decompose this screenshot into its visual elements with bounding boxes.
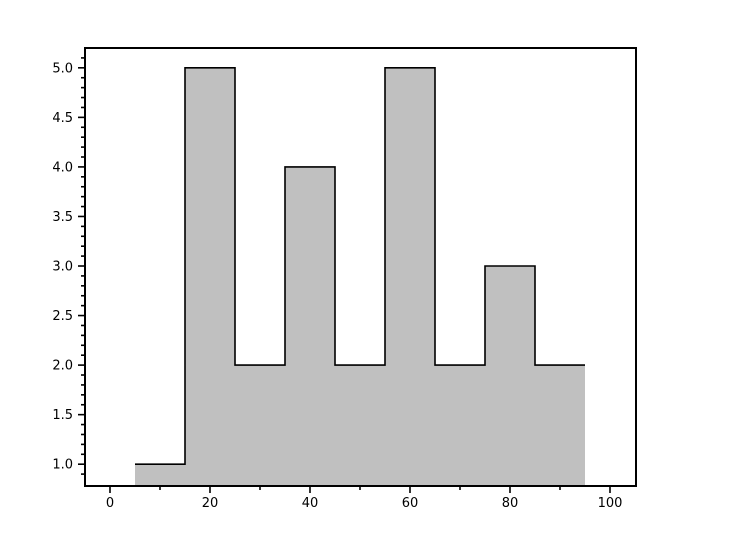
x-tick-label: 20 <box>202 496 219 511</box>
y-axis: 1.0 1.5 2.0 2.5 3.0 3.5 4.0 4.5 5.0 <box>52 57 85 475</box>
y-tick-label: 3.0 <box>52 260 73 275</box>
histogram-bars <box>135 67 585 487</box>
y-tick-label: 4.0 <box>52 160 73 175</box>
x-tick-label: 60 <box>402 496 419 511</box>
x-tick-label: 100 <box>598 496 623 511</box>
x-tick-label: 0 <box>106 496 114 511</box>
histogram-fill <box>135 67 585 487</box>
histogram-step-outline <box>135 67 585 465</box>
y-tick-label: 3.5 <box>52 210 73 225</box>
x-tick-label: 80 <box>502 496 519 511</box>
x-axis: 0 20 40 60 80 100 <box>106 486 623 511</box>
y-tick-label: 1.5 <box>52 408 73 423</box>
y-tick-label: 4.5 <box>52 111 73 126</box>
y-tick-label: 5.0 <box>52 61 73 76</box>
x-tick-label: 40 <box>302 496 319 511</box>
y-tick-label: 2.5 <box>52 309 73 324</box>
y-tick-label: 2.0 <box>52 359 73 374</box>
y-tick-label: 1.0 <box>52 458 73 473</box>
